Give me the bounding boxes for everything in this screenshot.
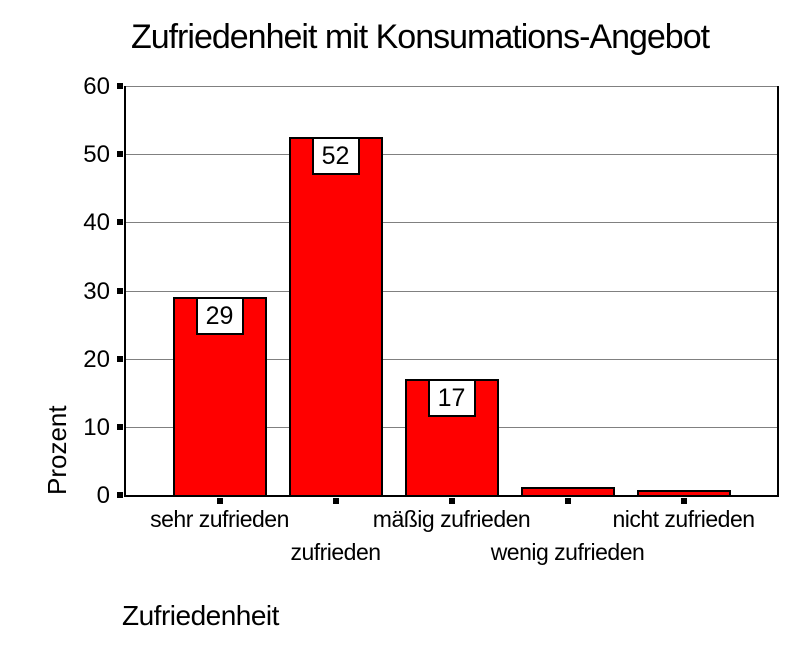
y-tick-label-10: 10 bbox=[83, 413, 110, 441]
bar-value-label-zufrieden: 52 bbox=[311, 137, 360, 176]
bar-wenig-zufrieden bbox=[520, 486, 615, 495]
x-tick-nicht-zufrieden bbox=[680, 498, 687, 504]
y-tick-10 bbox=[117, 423, 123, 430]
y-tick-label-40: 40 bbox=[83, 209, 110, 237]
y-tick-label-30: 30 bbox=[83, 277, 110, 305]
y-tick-label-50: 50 bbox=[83, 141, 110, 169]
x-category-label-sehr-zufrieden: sehr zufrieden bbox=[150, 506, 289, 532]
y-tick-label-0: 0 bbox=[96, 482, 110, 509]
x-category-label-wenig-zufrieden: wenig zufrieden bbox=[490, 539, 645, 565]
gridline-60 bbox=[126, 86, 777, 87]
y-tick-20 bbox=[117, 355, 123, 362]
x-tick-sehr-zufrieden bbox=[216, 498, 223, 504]
x-tick-wenig-zufrieden bbox=[564, 498, 571, 504]
x-axis-title: Zufriedenheit bbox=[122, 600, 279, 631]
y-tick-60 bbox=[117, 83, 123, 89]
y-tick-label-60: 60 bbox=[83, 73, 110, 100]
gridline-20 bbox=[126, 358, 777, 360]
gridline-30 bbox=[126, 290, 777, 292]
gridline-50 bbox=[126, 154, 777, 156]
bar-value-label-sehr-zufrieden: 29 bbox=[195, 297, 244, 336]
y-tick-0 bbox=[117, 492, 123, 498]
x-tick-zufrieden bbox=[332, 498, 339, 504]
bar-value-label-mäßig-zufrieden: 17 bbox=[427, 379, 476, 418]
y-tick-40 bbox=[117, 219, 123, 226]
x-category-label-nicht-zufrieden: nicht zufrieden bbox=[612, 506, 755, 532]
gridline-40 bbox=[126, 222, 777, 224]
chart-title: Zufriedenheit mit Konsumations-Angebot bbox=[130, 18, 710, 56]
plot-area: 29 52 17 bbox=[124, 86, 779, 497]
x-tick-mäßig-zufrieden bbox=[448, 498, 455, 504]
y-tick-30 bbox=[117, 287, 123, 294]
bar-nicht-zufrieden bbox=[636, 489, 731, 495]
y-tick-label-20: 20 bbox=[83, 345, 110, 373]
x-category-label-zufrieden: zufrieden bbox=[290, 539, 381, 565]
x-category-label-mäßig-zufrieden: mäßig zufrieden bbox=[372, 506, 531, 532]
bar-zufrieden bbox=[288, 137, 383, 495]
y-tick-50 bbox=[117, 151, 123, 158]
